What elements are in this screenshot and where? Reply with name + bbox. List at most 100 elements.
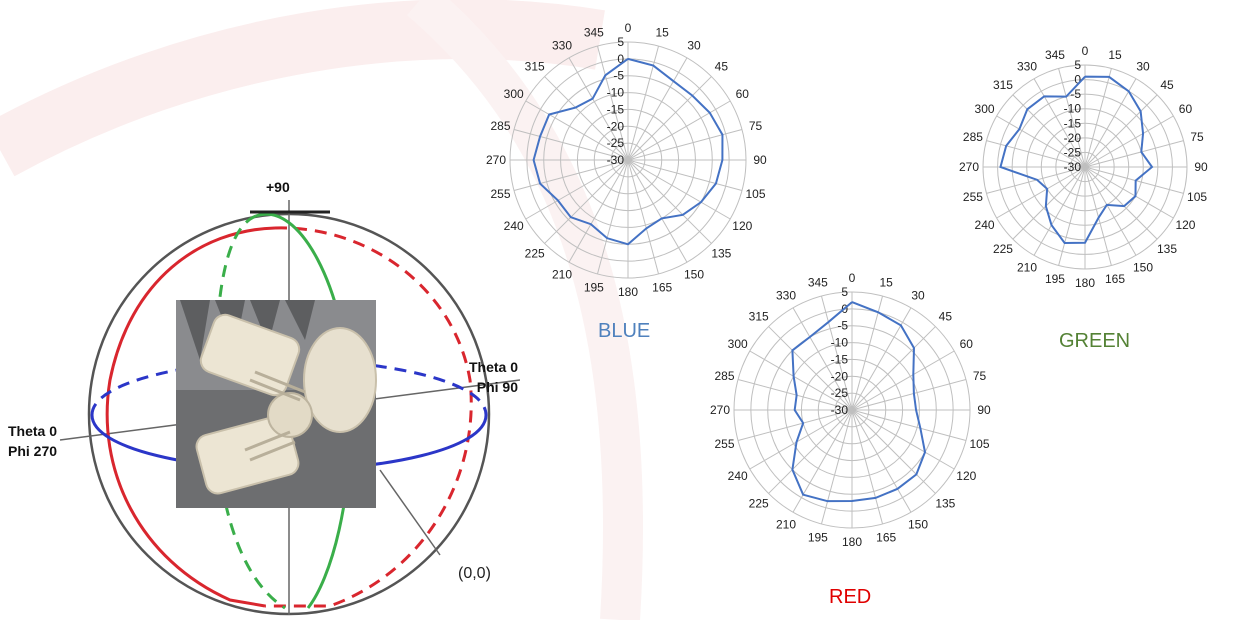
grid-spoke [996,115,1086,168]
angle-tick-label: 165 [652,281,672,295]
grid-spoke [568,159,629,263]
angle-tick-label: 210 [552,267,572,281]
chart-title-blue: BLUE [598,320,651,342]
grid-spoke [596,159,629,275]
data-point [915,473,917,475]
data-point [575,107,577,109]
data-point [897,488,899,490]
angle-tick-label: 0 [1082,44,1089,58]
data-point [606,237,608,239]
data-point [700,201,702,203]
left-label-line2: Phi 270 [8,443,57,459]
grid-spoke [627,159,660,275]
angle-tick-label: 210 [776,517,796,531]
radial-tick-label: -10 [831,336,849,350]
data-point [1108,76,1110,78]
grid-spoke [627,76,712,161]
polar-chart-green: 0 15 30 45 60 75 90 105 120 135 150 165 180 195 210 225… [959,44,1208,290]
angle-tick-label: 315 [749,310,769,324]
data-point [1098,217,1100,219]
grid-spoke [1084,166,1184,194]
radial-tick-label: -25 [831,386,849,400]
radial-tick-label: -5 [613,69,624,83]
angle-tick-label: 135 [1157,242,1177,256]
angle-tick-label: 75 [1190,130,1204,144]
data-point [1140,151,1142,153]
data-point [539,135,541,137]
data-point [912,374,914,376]
data-point [915,409,917,411]
top-label: +90 [266,179,290,195]
angle-tick-label: 90 [977,403,991,417]
blue-circle-dashed [90,358,488,416]
grid-spoke [851,409,912,513]
data-point [533,159,535,161]
radial-tick-label: -15 [607,102,625,116]
grid-spoke [627,100,731,161]
angle-tick-label: 105 [745,187,765,201]
angle-tick-label: 285 [490,119,510,133]
data-point [791,349,793,351]
red-circle-solid [105,226,276,608]
data-point [1135,180,1137,182]
angle-tick-label: 240 [728,469,748,483]
data-point [875,497,877,499]
grid-spoke [851,409,955,470]
grid-spoke [1058,166,1086,266]
angle-tick-label: 90 [753,153,767,167]
grid-spoke [525,100,629,161]
data-point [796,394,798,396]
grid-spoke [1084,115,1174,168]
data-point [851,301,853,303]
angle-tick-label: 120 [732,219,752,233]
angle-tick-label: 15 [879,275,893,289]
data-point [627,243,629,245]
grid-spoke [749,350,853,411]
data-point [793,375,795,377]
data-point [691,95,693,97]
angle-tick-label: 150 [1133,260,1153,274]
data-point [604,74,606,76]
data-point [627,58,629,60]
grid-spoke [737,409,853,442]
angle-tick-label: 255 [490,187,510,201]
data-point [592,98,594,100]
grid-spoke [1084,166,1174,219]
angle-tick-label: 45 [715,60,729,74]
angle-tick-label: 210 [1017,260,1037,274]
angle-tick-label: 300 [504,87,524,101]
data-point [791,469,793,471]
angle-tick-label: 270 [710,403,730,417]
grid-spoke [851,326,936,411]
data-point [1106,204,1108,206]
origin-axis [379,469,441,556]
data-point [682,214,684,216]
chart-title-green: GREEN [1059,330,1131,352]
data-point [827,500,829,502]
grid-spoke [544,76,629,161]
radial-tick-label: -5 [1070,87,1081,101]
data-point [645,227,647,229]
radial-tick-label: -20 [607,119,625,133]
angle-tick-label: 15 [1108,48,1122,62]
radial-tick-label: -15 [1064,116,1082,130]
angle-tick-label: 345 [808,275,828,289]
grid-spoke [820,409,853,525]
angle-tick-label: 195 [808,531,828,545]
radial-tick-label: -30 [831,403,849,417]
angle-tick-label: 225 [993,242,1013,256]
data-point [557,199,559,201]
angle-tick-label: 45 [939,310,953,324]
grid-spoke [749,409,853,470]
data-point [919,427,921,429]
grid-spoke [544,159,629,244]
radial-tick-label: -25 [607,136,625,150]
grid-spoke [627,128,743,161]
data-point [924,451,926,453]
radial-tick-label: -10 [607,86,625,100]
radial-tick-label: -20 [1064,131,1082,145]
angle-tick-label: 225 [749,496,769,510]
data-point [1036,179,1038,181]
grid-spoke [851,295,884,411]
grid-spoke [627,159,688,263]
